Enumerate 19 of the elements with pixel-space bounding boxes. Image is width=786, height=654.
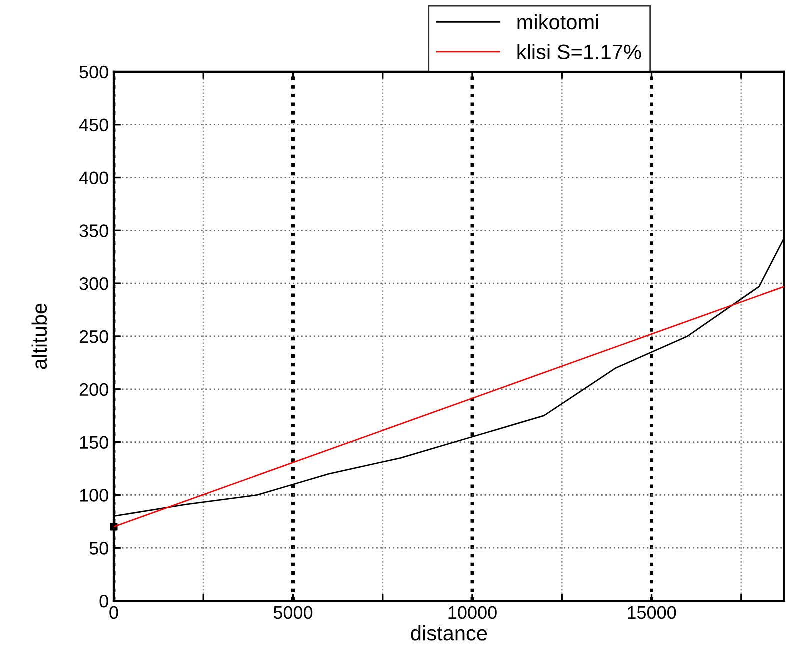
x-axis-title: distance — [411, 625, 488, 641]
x-tick-label: 5000 — [274, 606, 313, 620]
y-tick-label: 500 — [80, 66, 108, 79]
y-tick-label: 300 — [80, 278, 108, 290]
y-tick-label: 200 — [80, 383, 108, 396]
y-tick-label: 400 — [79, 172, 108, 184]
y-tick-label: 450 — [79, 118, 108, 132]
y-tick-label: 0 — [100, 594, 108, 608]
legend-label: mikotomi — [518, 14, 598, 30]
x-tick-label: 0 — [110, 606, 118, 620]
y-tick-label: 250 — [80, 330, 108, 344]
y-axis-title: altitube — [32, 304, 48, 370]
legend-label: klisi S=1.17% — [518, 44, 642, 60]
y-tick-label: 150 — [80, 436, 108, 450]
y-tick-label: 100 — [80, 489, 108, 502]
x-tick-label: 10000 — [448, 606, 497, 620]
x-tick-label: 15000 — [628, 606, 676, 620]
y-tick-label: 350 — [80, 224, 108, 238]
y-tick-label: 50 — [90, 542, 108, 555]
